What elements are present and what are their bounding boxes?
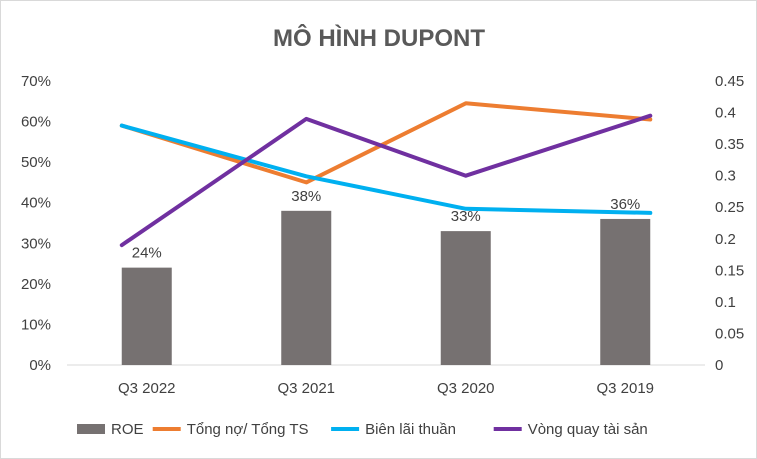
line-series-0 xyxy=(119,101,653,185)
x-tick-label: Q3 2019 xyxy=(596,380,654,397)
left-tick-label: 20% xyxy=(21,276,51,293)
right-axis-ticks: 0 0.05 0.1 0.15 0.2 0.25 0.3 0.35 0.4 0.45 xyxy=(715,73,744,374)
left-tick-label: 70% xyxy=(21,73,51,90)
line-series-2 xyxy=(119,113,653,248)
bar-series-roe xyxy=(121,210,651,365)
legend-swatch-bar xyxy=(77,424,105,434)
line-series-1 xyxy=(119,123,653,215)
left-tick-label: 0% xyxy=(29,357,51,374)
bar-roe xyxy=(600,218,651,365)
bar-roe xyxy=(281,210,332,365)
bar-roe xyxy=(440,231,491,365)
right-tick-label: 0.15 xyxy=(715,262,744,279)
left-tick-label: 40% xyxy=(21,195,51,212)
legend-label: ROE xyxy=(111,421,144,438)
right-tick-label: 0.05 xyxy=(715,325,744,342)
line-series-group xyxy=(119,101,653,248)
legend-label: Biên lãi thuần xyxy=(365,421,456,438)
right-tick-label: 0.3 xyxy=(715,168,736,185)
right-tick-label: 0.1 xyxy=(715,294,736,311)
bar-data-label: 33% xyxy=(451,208,481,225)
left-tick-label: 10% xyxy=(21,316,51,333)
chart-title: MÔ HÌNH DUPONT xyxy=(273,24,485,52)
right-tick-label: 0.4 xyxy=(715,105,736,122)
left-tick-label: 50% xyxy=(21,154,51,171)
bar-data-label: 24% xyxy=(132,245,162,262)
left-tick-label: 60% xyxy=(21,114,51,131)
right-tick-label: 0.25 xyxy=(715,199,744,216)
right-tick-label: 0.35 xyxy=(715,136,744,153)
x-tick-label: Q3 2020 xyxy=(437,380,495,397)
bar-data-label: 38% xyxy=(291,188,321,205)
bar-data-label: 36% xyxy=(610,196,640,213)
right-tick-label: 0 xyxy=(715,357,723,374)
x-tick-label: Q3 2022 xyxy=(118,380,176,397)
right-tick-label: 0.2 xyxy=(715,231,736,248)
right-tick-label: 0.45 xyxy=(715,73,744,90)
left-axis-ticks: 0% 10% 20% 30% 40% 50% 60% 70% xyxy=(21,73,51,374)
x-axis-ticks: Q3 2022 Q3 2021 Q3 2020 Q3 2019 xyxy=(118,380,654,397)
x-tick-label: Q3 2021 xyxy=(277,380,335,397)
legend: ROE Tổng nợ/ Tổng TS Biên lãi thuần Vòng qu… xyxy=(77,421,648,438)
data-labels: 24% 38% 33% 36% xyxy=(132,188,641,262)
bar-roe xyxy=(121,267,172,365)
legend-label: Vòng quay tài sản xyxy=(528,421,648,438)
legend-label: Tổng nợ/ Tổng TS xyxy=(187,421,309,438)
left-tick-label: 30% xyxy=(21,235,51,252)
